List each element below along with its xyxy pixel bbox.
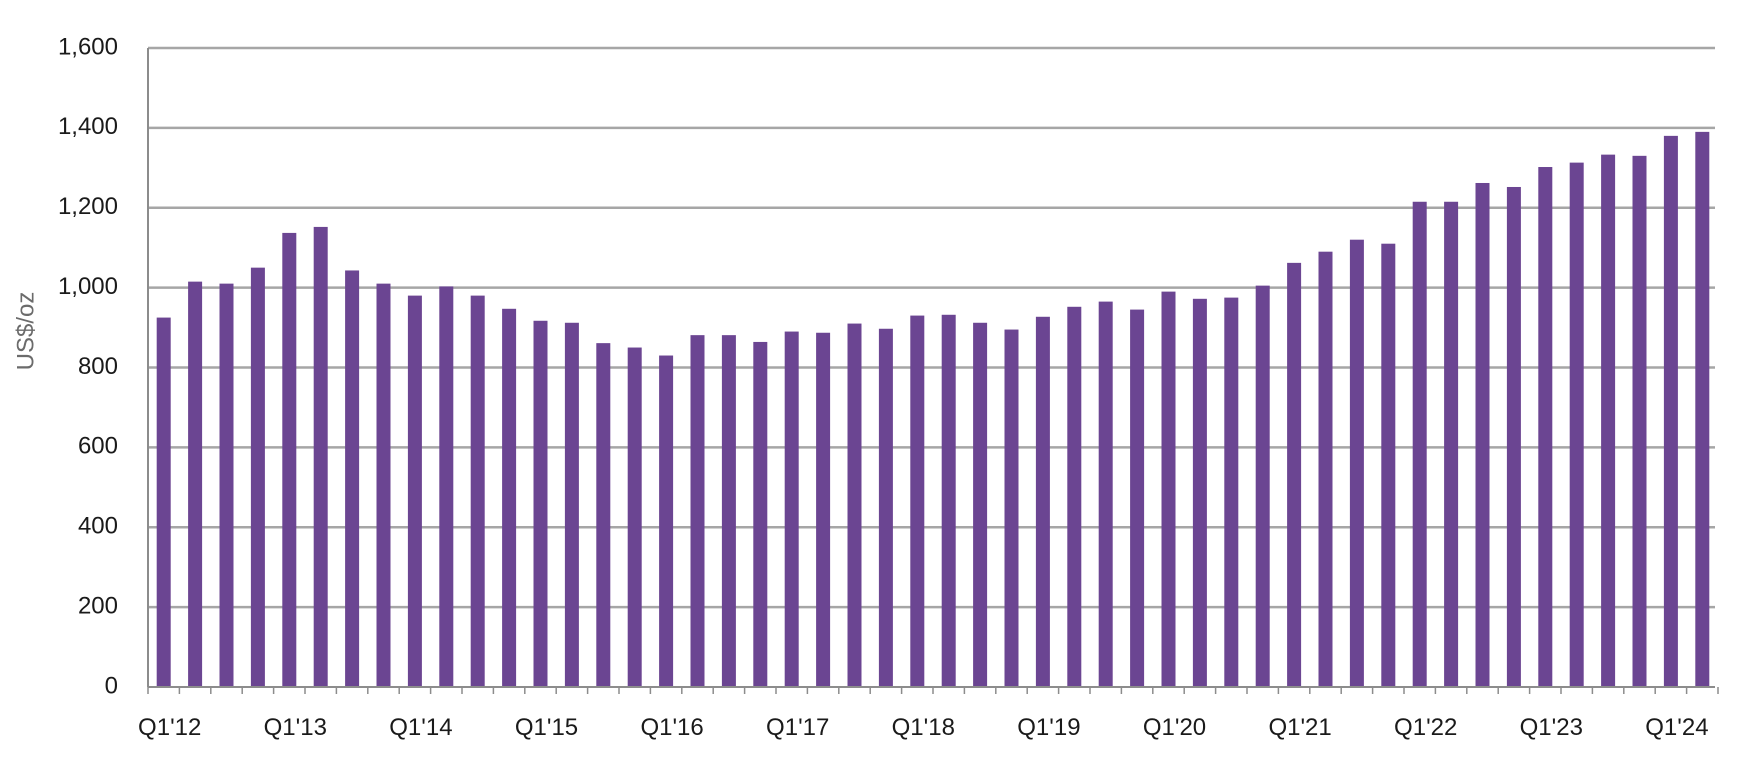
x-tick-label: Q1'23 bbox=[1520, 714, 1583, 741]
bar: Q4'16 bbox=[753, 341, 768, 687]
bar: Q4'19 bbox=[1130, 309, 1145, 687]
bar: Q4'13 bbox=[376, 283, 391, 687]
y-tick-label: 1,200 bbox=[58, 193, 118, 220]
x-tick-label: Q1'18 bbox=[892, 714, 955, 741]
bar: Q1'23 bbox=[1538, 167, 1553, 688]
bar: Q4'21 bbox=[1381, 243, 1396, 687]
bar: Q4'15 bbox=[627, 347, 642, 687]
x-tick-label: Q1'15 bbox=[515, 714, 578, 741]
bar: Q4'14 bbox=[502, 308, 517, 687]
bar: Q1'15 bbox=[533, 320, 548, 687]
bars: Q1'12 Q2'12 Q3'12 Q4'12 Q1'13 Q2'13 Q3'13 Q4'13… bbox=[156, 131, 1710, 688]
x-tick-label: Q1'14 bbox=[389, 714, 452, 741]
bar: Q2'14 bbox=[439, 286, 454, 687]
x-tick-label: Q1'16 bbox=[640, 714, 703, 741]
bar: Q3'22 bbox=[1475, 182, 1490, 687]
bar: Q3'19 bbox=[1098, 301, 1113, 687]
bar: Q4'17 bbox=[878, 328, 893, 687]
bar: Q3'21 bbox=[1349, 239, 1364, 687]
x-tick-label: Q1'17 bbox=[766, 714, 829, 741]
bar: Q1'12 bbox=[156, 317, 171, 687]
x-tick-label: Q1'19 bbox=[1017, 714, 1080, 741]
bar: Q1'21 bbox=[1287, 262, 1302, 687]
bar: Q4'22 bbox=[1506, 186, 1521, 688]
bar: Q3'23 bbox=[1601, 154, 1616, 687]
x-tick-label: Q1'12 bbox=[138, 714, 201, 741]
bar: Q4'18 bbox=[1004, 329, 1019, 687]
bar: Q3'14 bbox=[470, 295, 485, 687]
bar: Q2'22 bbox=[1444, 201, 1459, 687]
y-tick-label: 0 bbox=[105, 672, 118, 699]
y-tick-label: 1,600 bbox=[58, 33, 118, 60]
bar: Q1'24 bbox=[1663, 135, 1678, 688]
bar: Q2'12 bbox=[188, 281, 203, 687]
bar: Q4'23 bbox=[1632, 155, 1647, 688]
bar: Q2'13 bbox=[313, 226, 328, 688]
bar: Q1'16 bbox=[659, 355, 674, 687]
bar: Q3'20 bbox=[1224, 297, 1239, 687]
bar: Q1'14 bbox=[407, 295, 422, 687]
y-tick-label: 600 bbox=[78, 433, 118, 460]
bar: Q1'17 bbox=[784, 331, 799, 687]
bar: Q1'22 bbox=[1412, 201, 1427, 687]
bar: Q1'19 bbox=[1035, 316, 1050, 687]
y-tick-label: 200 bbox=[78, 592, 118, 619]
bar: Q2'18 bbox=[941, 314, 956, 687]
y-axis-title: US$/oz bbox=[12, 292, 39, 371]
bar: Q1'20 bbox=[1161, 291, 1176, 687]
bar: Q2'20 bbox=[1192, 298, 1207, 687]
x-tick-label: Q1'24 bbox=[1645, 714, 1708, 741]
x-tick-label: Q1'13 bbox=[264, 714, 327, 741]
bar: Q2'16 bbox=[690, 335, 705, 687]
x-tick-label: Q1'20 bbox=[1143, 714, 1206, 741]
bar: Q3'18 bbox=[973, 322, 988, 687]
bar: Q3'17 bbox=[847, 323, 862, 687]
bar: Q2'23 bbox=[1569, 162, 1584, 688]
y-tick-label: 800 bbox=[78, 353, 118, 380]
bar: Q1'18 bbox=[910, 315, 925, 687]
y-tick-label: 400 bbox=[78, 513, 118, 540]
bar: Q3'12 bbox=[219, 283, 234, 687]
axes bbox=[147, 48, 1719, 694]
bar: Q1'13 bbox=[282, 232, 297, 687]
bar: Q4'20 bbox=[1255, 285, 1270, 687]
x-tick-label: Q1'22 bbox=[1394, 714, 1457, 741]
bar: Q2'24 bbox=[1695, 131, 1710, 687]
bar: Q3'15 bbox=[596, 343, 611, 687]
bar: Q2'17 bbox=[816, 332, 831, 687]
bar: Q3'13 bbox=[345, 270, 360, 687]
bar: Q2'21 bbox=[1318, 251, 1333, 687]
bar: Q2'15 bbox=[564, 322, 579, 687]
bar: Q2'19 bbox=[1067, 306, 1082, 687]
y-tick-label: 1,400 bbox=[58, 113, 118, 140]
x-tick-label: Q1'21 bbox=[1268, 714, 1331, 741]
bar: Q4'12 bbox=[250, 267, 265, 687]
bar: Q3'16 bbox=[721, 335, 736, 687]
y-tick-label: 1,000 bbox=[58, 273, 118, 300]
